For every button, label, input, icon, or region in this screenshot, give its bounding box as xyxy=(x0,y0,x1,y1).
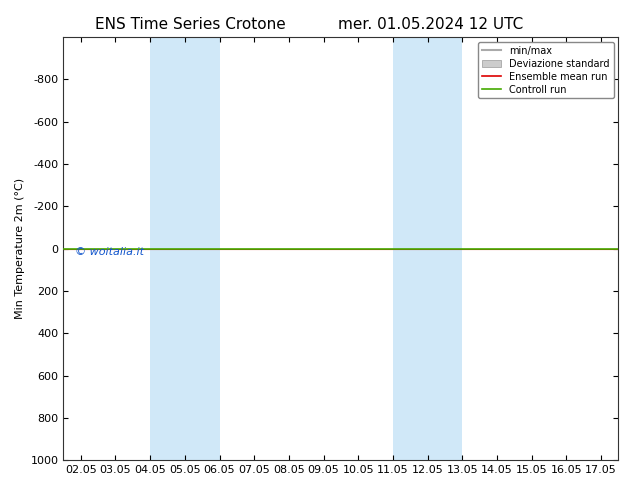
Text: ENS Time Series Crotone: ENS Time Series Crotone xyxy=(95,17,285,32)
Y-axis label: Min Temperature 2m (°C): Min Temperature 2m (°C) xyxy=(15,178,25,319)
Bar xyxy=(393,37,462,460)
Text: © woitalia.it: © woitalia.it xyxy=(75,247,143,257)
Text: mer. 01.05.2024 12 UTC: mer. 01.05.2024 12 UTC xyxy=(339,17,524,32)
Bar xyxy=(150,37,219,460)
Legend: min/max, Deviazione standard, Ensemble mean run, Controll run: min/max, Deviazione standard, Ensemble m… xyxy=(478,42,614,98)
